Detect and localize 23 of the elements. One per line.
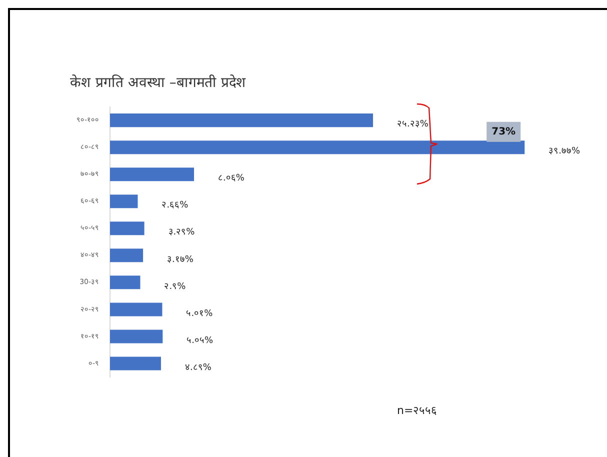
bar xyxy=(110,248,144,262)
data-label: २५.२३% xyxy=(397,120,429,130)
bar xyxy=(110,114,374,128)
bar xyxy=(110,302,162,316)
data-label: ५.०१% xyxy=(186,308,214,319)
bar xyxy=(110,330,163,344)
bar xyxy=(110,356,161,370)
data-label: ४.८९% xyxy=(184,362,212,373)
data-label: ३९.७७% xyxy=(548,146,580,157)
data-label: ३.१७% xyxy=(167,254,194,265)
data-label: ३.२९% xyxy=(168,228,196,238)
bar xyxy=(110,222,144,236)
bar xyxy=(110,276,140,290)
bar xyxy=(110,168,194,182)
data-label: २.६६% xyxy=(162,200,189,211)
data-label: २.९% xyxy=(164,282,186,292)
bar xyxy=(110,140,525,154)
annotation: 73% xyxy=(492,126,516,138)
data-label: ५.०५% xyxy=(186,336,214,346)
data-label: ८.०६% xyxy=(218,174,245,184)
bar xyxy=(110,194,138,208)
chart-title: केश प्रगति अवस्था –बागमती प्रदेश xyxy=(70,74,246,92)
text: n=२५५६ xyxy=(397,404,438,417)
